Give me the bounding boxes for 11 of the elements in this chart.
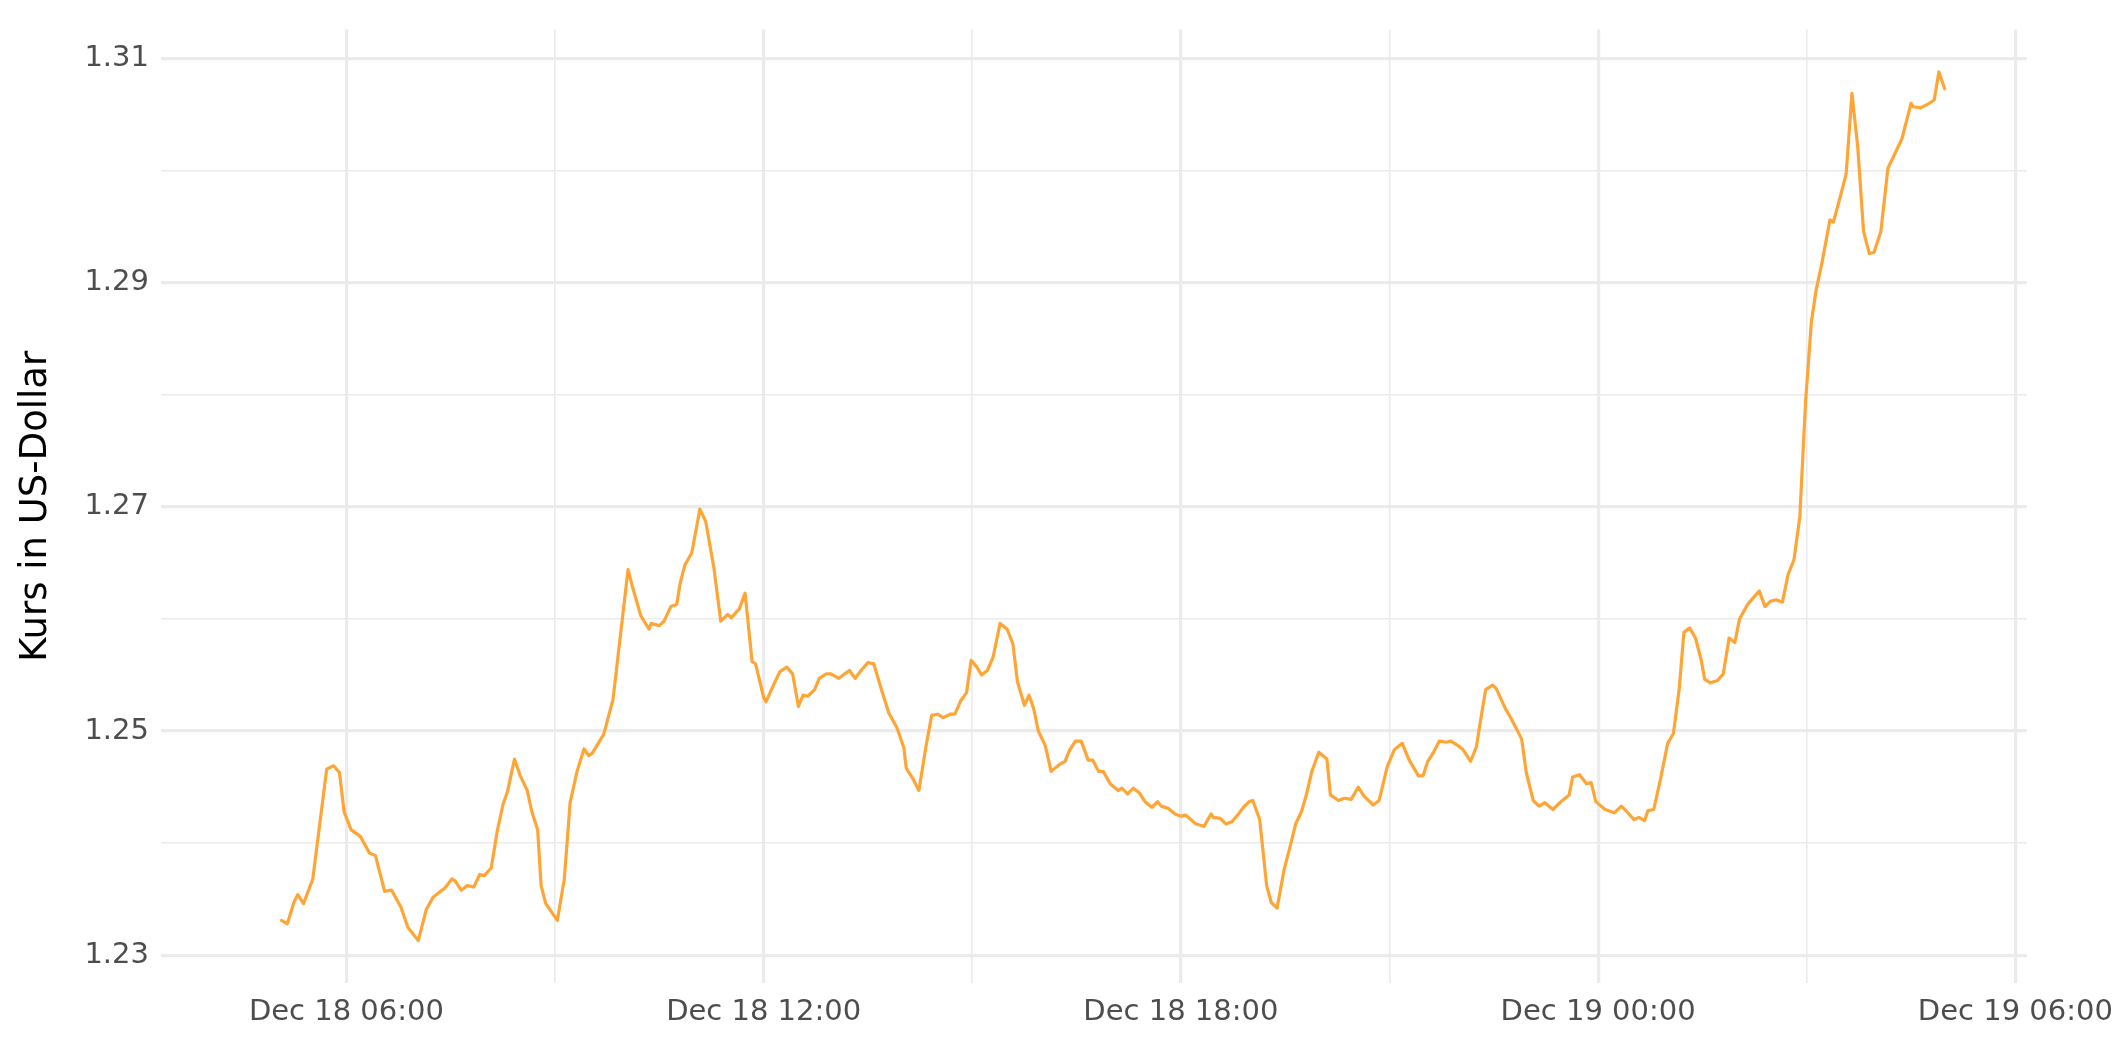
y-tick-label: 1.27 [84, 487, 149, 522]
y-tick-label: 1.23 [84, 935, 149, 970]
x-tick-label: Dec 18 18:00 [1083, 993, 1279, 1028]
y-axis-title: Kurs in US-Dollar [11, 349, 55, 662]
x-tick-label: Dec 18 06:00 [248, 993, 444, 1028]
y-tick-label: 1.29 [84, 263, 149, 298]
y-tick-label: 1.31 [84, 39, 149, 74]
x-tick-label: Dec 18 12:00 [666, 993, 862, 1028]
y-tick-label: 1.25 [84, 711, 149, 746]
x-tick-label: Dec 19 06:00 [1917, 993, 2113, 1028]
x-tick-label: Dec 19 00:00 [1500, 993, 1696, 1028]
